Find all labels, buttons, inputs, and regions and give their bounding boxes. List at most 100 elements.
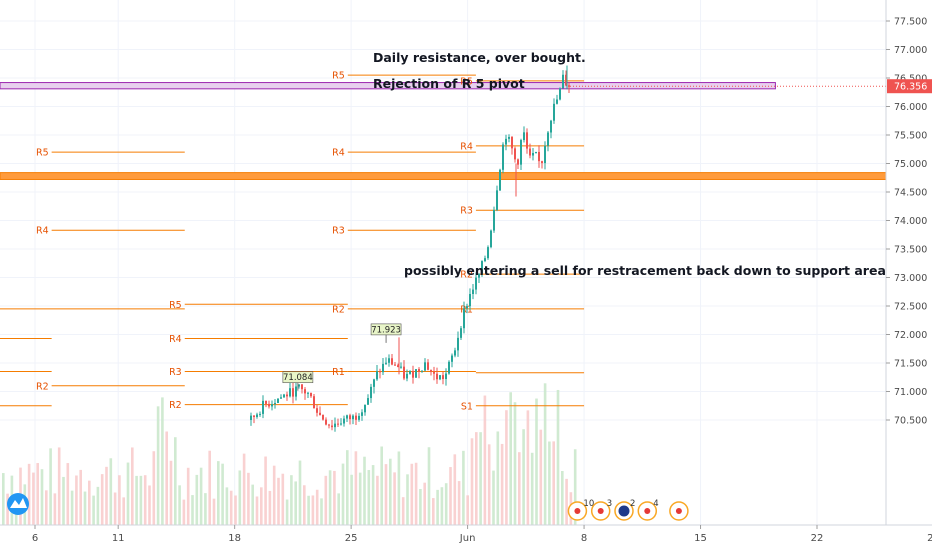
volume-bar [182,499,186,525]
pivot-label: R5 [460,76,473,87]
volume-bar [543,383,547,525]
volume-bar [363,456,366,525]
volume-bar [143,475,147,525]
y-tick-label: 71.000 [894,387,927,398]
x-tick-label: 8 [581,533,587,544]
candle-body [256,414,258,418]
candle-body [283,394,285,398]
candle-body [340,423,342,425]
volume-bar [358,472,362,525]
volume-bar [75,475,78,525]
volume-bar [453,454,457,525]
flag-icon [644,508,651,514]
volume-bar [552,441,555,525]
candle-body [271,404,273,407]
volume-bar [88,480,91,525]
volume-bar [92,495,95,525]
volume-bar [389,458,392,525]
candle-body [280,397,282,399]
event-marker[interactable] [669,501,689,521]
candle-body [559,88,561,100]
volume-bar [281,473,285,525]
event-layer[interactable]: 10 3 2 4 [567,499,689,521]
volume-bar [328,470,332,525]
volume-bar [307,495,310,525]
logo-mountain-icon [10,498,27,508]
candle-body [529,148,531,156]
volume-bar [436,489,439,525]
volume-bar [204,493,207,525]
brand-logo[interactable] [7,493,29,515]
volume-bar [475,432,478,525]
candle-body [463,308,465,329]
candle-body [358,415,360,420]
volume-bar [251,484,254,525]
volume-bar [100,474,104,525]
candle-body [460,328,462,338]
volume-bar [217,461,220,525]
candle-body [499,169,501,191]
volume-bar [229,490,233,525]
event-marker[interactable]: 10 [567,499,594,521]
volume-bar [539,429,543,525]
y-tick-label: 74.500 [894,188,927,199]
volume-bar [45,490,48,525]
y-tick-label: 73.500 [894,245,927,256]
candle-body [298,384,300,387]
candle-body [337,423,339,425]
y-tick-label: 77.000 [894,45,927,56]
event-marker[interactable]: 2 [614,499,635,521]
support-zone [0,172,887,180]
current-price-badge [887,79,932,94]
candle-body [262,400,264,414]
event-marker[interactable]: 3 [590,499,612,521]
volume-bar [152,451,156,525]
candle-body [385,362,387,364]
volume-bar [36,463,39,525]
globe-flag-icon [618,505,630,517]
event-marker[interactable]: 4 [637,499,659,521]
candle-body [325,419,327,425]
candle-body [346,415,348,419]
volume-bar [32,472,35,525]
candle-body [541,161,543,164]
volume-bar [135,475,138,525]
candle-body [442,375,444,380]
candle-body [394,364,396,366]
volume-bar [320,498,323,525]
volume-bar [444,483,448,525]
candle-body [277,398,279,403]
candle-body [343,418,345,424]
candle-body [292,388,294,397]
candle-body [484,258,486,262]
volume-bar [561,471,564,525]
volume-bar [354,451,358,525]
candle-body [421,370,423,372]
volume-bar [462,450,465,525]
volume-bar [324,475,328,525]
candle-body [493,209,495,231]
volume-bar [341,463,345,525]
pivot-label: R3 [332,226,345,237]
volume-bar [509,392,512,525]
resistance-zone [0,82,776,90]
pivot-label: R3 [169,367,182,378]
candle-body [436,373,438,380]
annotation-rejection: Rejection of R 5 pivot [373,76,525,91]
pivot-label: R4 [169,334,182,345]
candle-body [361,412,363,416]
flag-icon [675,508,682,514]
candle-body [412,370,414,378]
candle-body [523,132,525,141]
candle-body [487,247,489,259]
volume-bar [27,463,31,525]
pivot-label: R3 [460,206,473,217]
candle-body [382,363,384,373]
candle-body [268,403,270,407]
volume-bar [255,496,259,525]
candle-body [481,261,483,274]
candle-body [403,366,405,379]
candle-body [505,138,507,145]
